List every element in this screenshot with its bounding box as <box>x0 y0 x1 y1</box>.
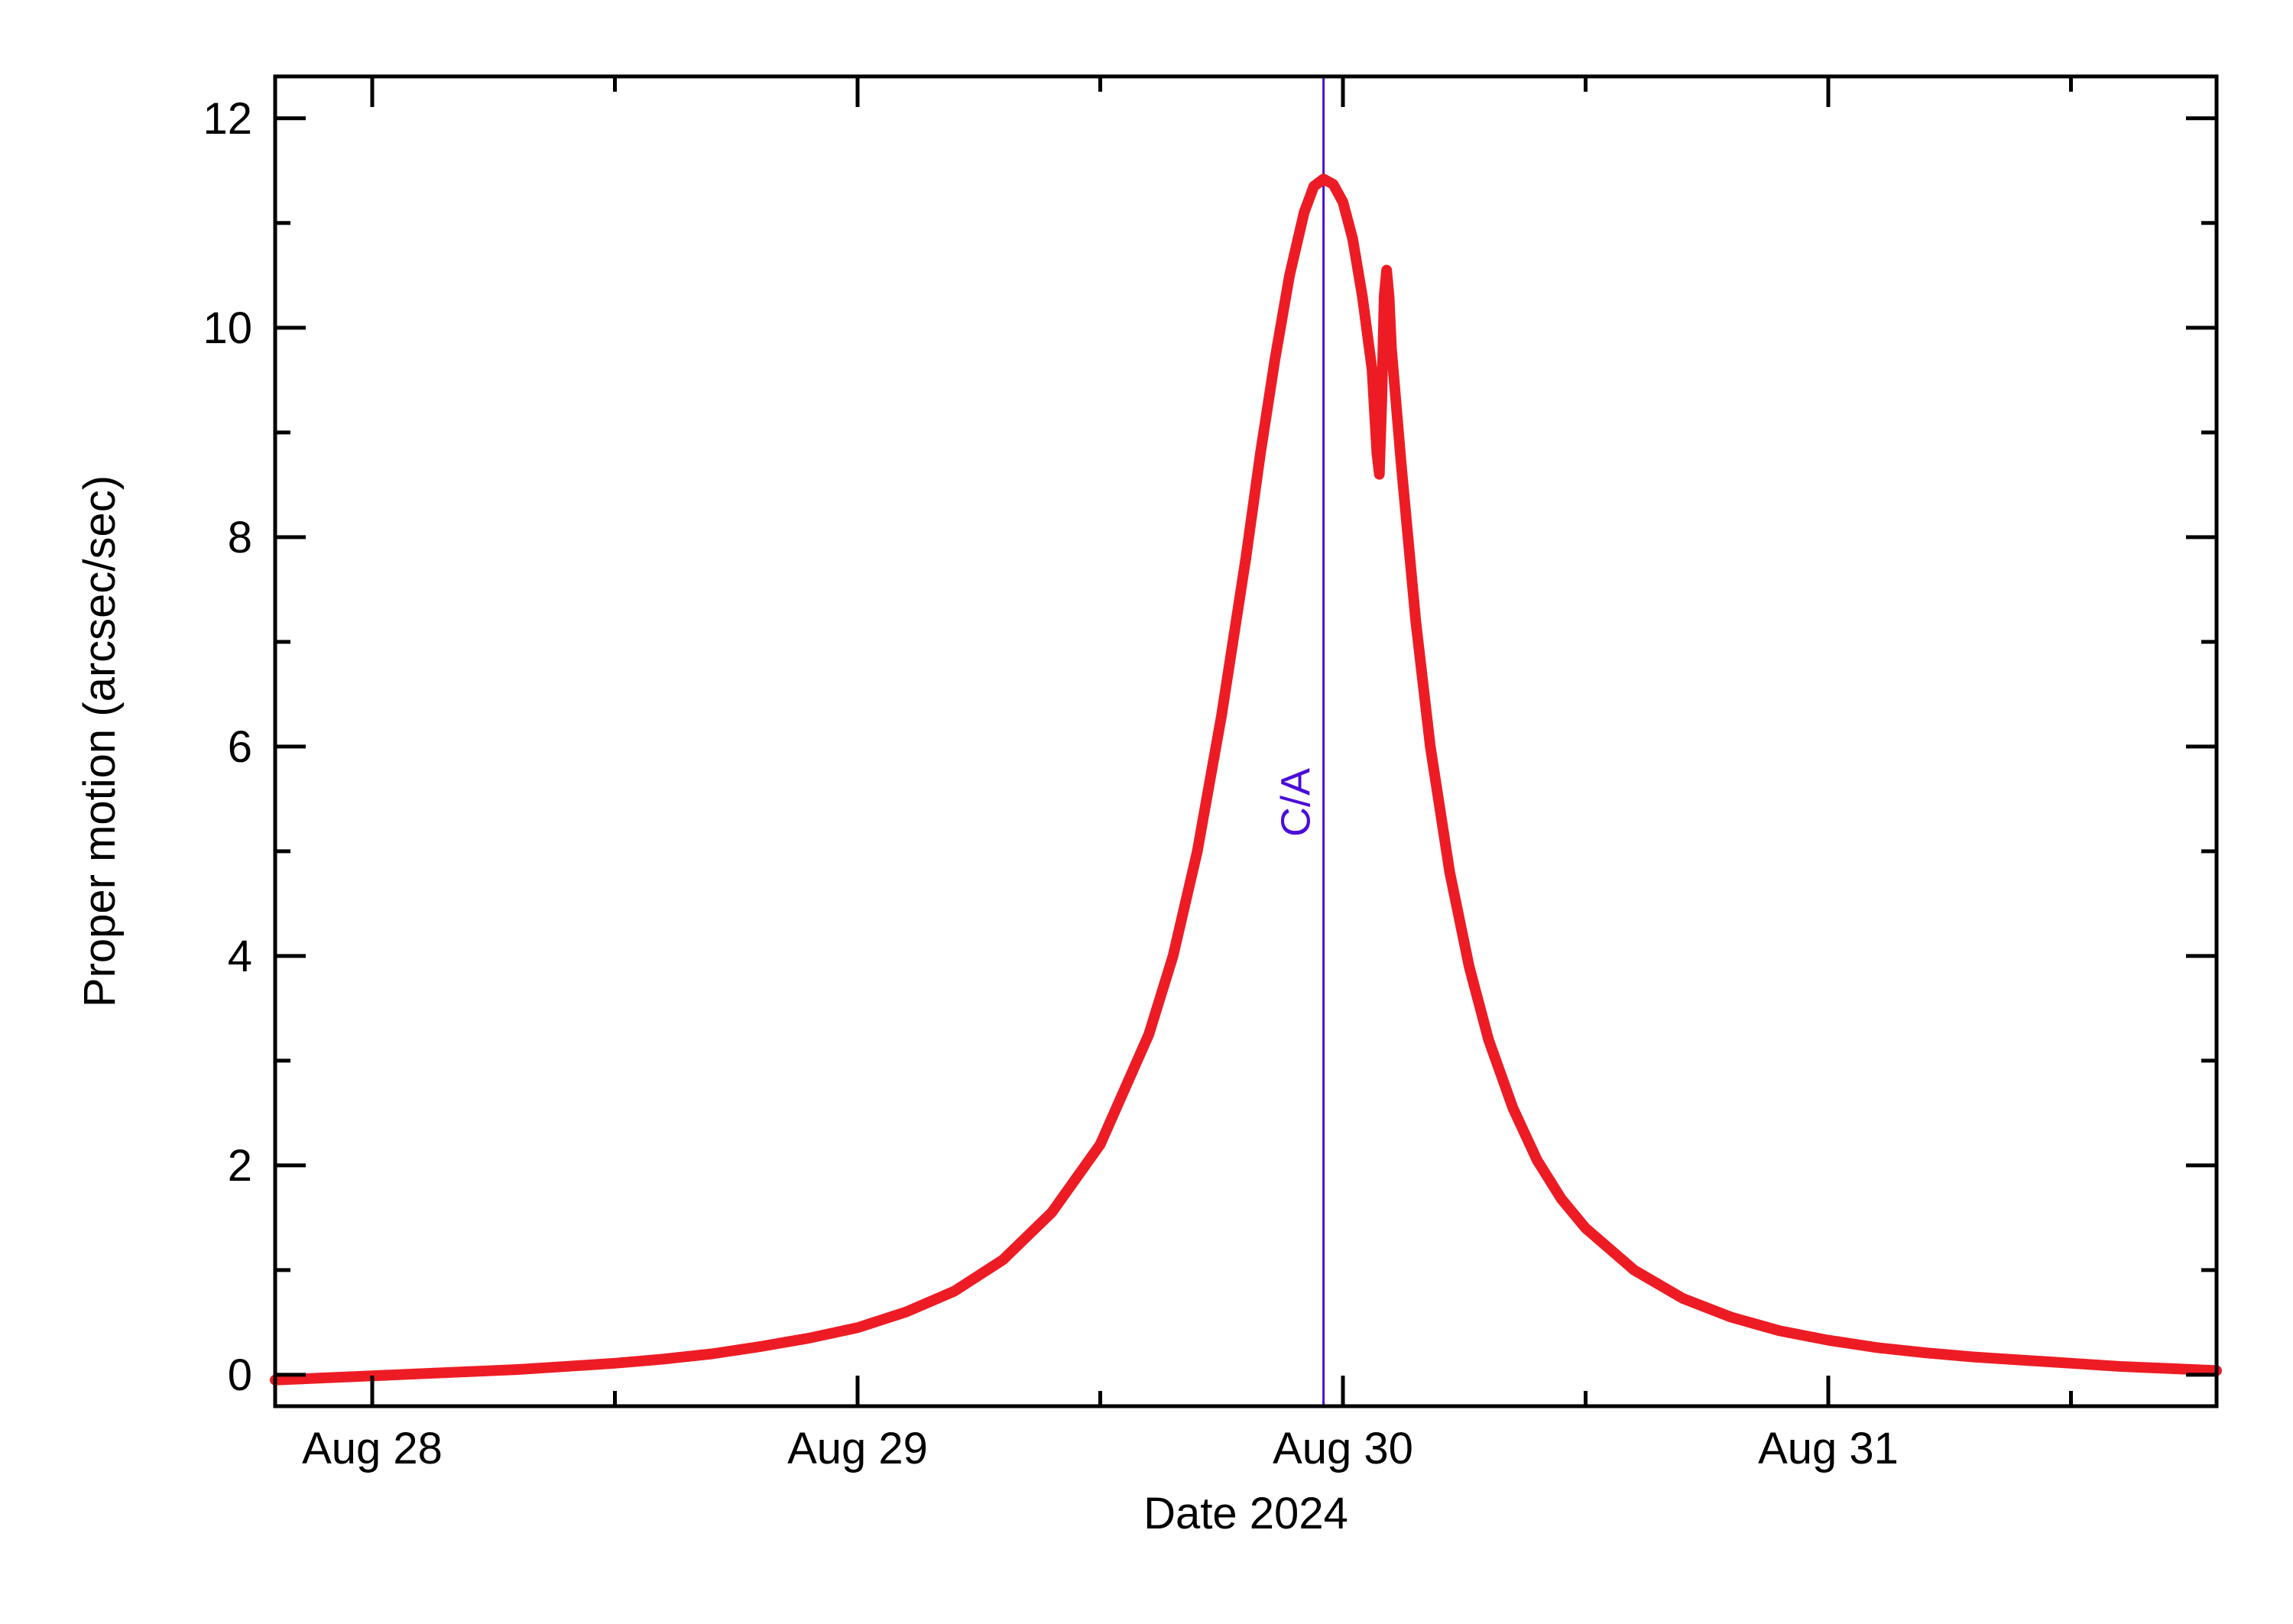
y-axis-label: Proper motion (arcsec/sec) <box>75 475 125 1007</box>
x-tick-label: Aug 30 <box>1273 1424 1413 1473</box>
x-tick-label: Aug 28 <box>302 1424 443 1473</box>
y-tick-label: 4 <box>228 932 252 981</box>
y-tick-label: 6 <box>228 722 252 772</box>
proper-motion-chart: C/A Aug 28 Aug 29 Aug 30 Aug 31 0 2 4 6 8 10 12 Date… <box>0 0 2293 1624</box>
ca-marker-label: C/A <box>1273 768 1319 837</box>
y-tick-label: 0 <box>228 1350 252 1400</box>
y-tick-label: 12 <box>203 94 252 144</box>
y-tick-label: 2 <box>228 1141 252 1191</box>
y-tick-label: 10 <box>203 303 252 353</box>
x-axis-label: Date 2024 <box>1143 1489 1348 1538</box>
y-tick-label: 8 <box>228 513 252 562</box>
x-tick-label: Aug 31 <box>1758 1424 1899 1473</box>
x-tick-label: Aug 29 <box>787 1424 928 1473</box>
chart-container: C/A Aug 28 Aug 29 Aug 30 Aug 31 0 2 4 6 8 10 12 Date… <box>0 0 2293 1624</box>
